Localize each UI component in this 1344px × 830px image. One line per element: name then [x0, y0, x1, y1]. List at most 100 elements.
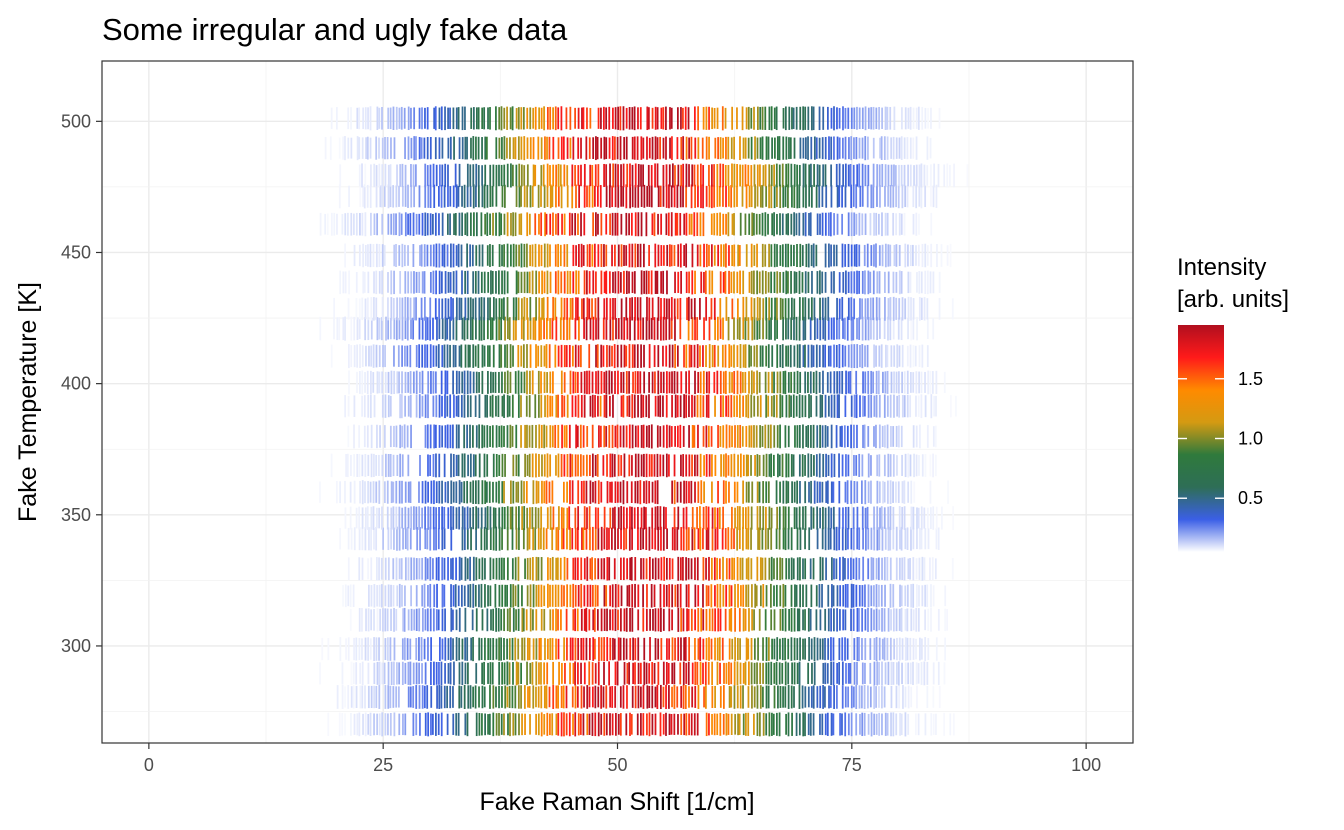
- heatmap-cell: [646, 584, 648, 608]
- heatmap-cell: [512, 345, 514, 367]
- heatmap-cell: [775, 394, 778, 418]
- heatmap-cell: [841, 425, 843, 448]
- heatmap-cell: [702, 426, 705, 447]
- heatmap-cell: [512, 164, 514, 187]
- heatmap-cell: [952, 506, 954, 530]
- heatmap-cell: [327, 712, 330, 736]
- heatmap-cell: [617, 713, 620, 735]
- heatmap-cell: [830, 661, 832, 686]
- heatmap-cell: [326, 213, 329, 235]
- heatmap-cell: [450, 453, 452, 478]
- heatmap-cell: [571, 297, 574, 320]
- heatmap-cell: [543, 371, 546, 394]
- heatmap-cell: [614, 212, 617, 236]
- heatmap-cell: [798, 344, 801, 368]
- heatmap-cell: [487, 662, 489, 684]
- heatmap-cell: [906, 527, 909, 551]
- heatmap-cell: [646, 136, 648, 160]
- heatmap-cell: [597, 558, 600, 580]
- heatmap-cell: [770, 527, 773, 550]
- heatmap-cell: [790, 297, 793, 321]
- heatmap-cell: [440, 661, 443, 686]
- heatmap-cell: [762, 298, 765, 320]
- heatmap-cell: [586, 370, 588, 395]
- heatmap-cell: [555, 394, 558, 418]
- heatmap-cell: [595, 212, 597, 237]
- heatmap-cell: [736, 317, 739, 340]
- heatmap-cell: [415, 394, 418, 418]
- heatmap-cell: [395, 608, 398, 631]
- heatmap-cell: [731, 372, 733, 393]
- heatmap-cell: [551, 425, 554, 448]
- heatmap-cell: [495, 454, 498, 477]
- heatmap-cell: [912, 372, 915, 393]
- heatmap-cell: [520, 243, 523, 268]
- heatmap-cell: [435, 557, 438, 581]
- heatmap-cell: [358, 453, 361, 477]
- heatmap-cell: [842, 164, 845, 187]
- heatmap-cell: [574, 371, 577, 394]
- heatmap-cell: [611, 713, 614, 736]
- heatmap-cell: [626, 317, 629, 340]
- heatmap-cell: [634, 243, 637, 268]
- heatmap-cell: [526, 557, 529, 580]
- heatmap-cell: [537, 136, 540, 160]
- heatmap-cell: [353, 480, 356, 504]
- heatmap-cell: [924, 453, 927, 477]
- heatmap-cell: [629, 184, 631, 209]
- heatmap-cell: [538, 394, 540, 418]
- heatmap-cell: [827, 395, 830, 417]
- heatmap-cell: [653, 317, 656, 341]
- heatmap-cell: [747, 584, 750, 608]
- heatmap-cell: [605, 213, 608, 235]
- heatmap-cell: [912, 317, 915, 340]
- heatmap-cell: [668, 244, 671, 267]
- heatmap-cell: [486, 527, 488, 550]
- heatmap-cell: [500, 106, 503, 131]
- heatmap-cell: [452, 453, 455, 477]
- heatmap-cell: [606, 557, 609, 581]
- heatmap-cell: [446, 344, 449, 368]
- heatmap-cell: [904, 609, 907, 631]
- heatmap-cell: [389, 425, 392, 448]
- heatmap-cell: [375, 455, 378, 476]
- heatmap-cell: [702, 662, 704, 685]
- heatmap-cell: [759, 164, 761, 187]
- heatmap-cell: [404, 557, 407, 581]
- heatmap-cell: [901, 107, 903, 130]
- heatmap-cell: [596, 136, 599, 160]
- heatmap-cell: [778, 506, 781, 530]
- heatmap-cell: [577, 213, 579, 236]
- heatmap-cell: [648, 372, 650, 393]
- heatmap-cell: [591, 662, 594, 685]
- heatmap-cell: [793, 298, 796, 320]
- heatmap-cell: [669, 137, 671, 159]
- heatmap-cell: [907, 164, 909, 187]
- heatmap-cell: [809, 712, 812, 736]
- heatmap-cell: [356, 453, 359, 477]
- heatmap-cell: [665, 453, 668, 478]
- heatmap-cell: [770, 297, 773, 320]
- heatmap-cell: [810, 184, 813, 208]
- heatmap-cell: [725, 213, 727, 235]
- heatmap-cell: [768, 243, 770, 268]
- heatmap-cell: [909, 454, 912, 477]
- heatmap-cell: [633, 271, 636, 294]
- heatmap-cell: [773, 371, 775, 394]
- heatmap-cell: [665, 136, 667, 160]
- heatmap-cell: [784, 370, 787, 395]
- heatmap-cell: [514, 212, 517, 237]
- heatmap-cell: [886, 424, 889, 449]
- heatmap-cell: [347, 395, 350, 417]
- heatmap-cell: [551, 713, 554, 736]
- heatmap-cell: [668, 608, 671, 632]
- heatmap-cell: [528, 686, 531, 708]
- heatmap-cell: [693, 164, 696, 187]
- heatmap-cell: [719, 712, 722, 736]
- heatmap-cell: [509, 371, 512, 394]
- heatmap-cell: [629, 297, 631, 320]
- heatmap-cell: [804, 609, 806, 631]
- heatmap-cell: [691, 526, 694, 551]
- heatmap-cell: [362, 713, 364, 735]
- heatmap-cell: [887, 608, 890, 632]
